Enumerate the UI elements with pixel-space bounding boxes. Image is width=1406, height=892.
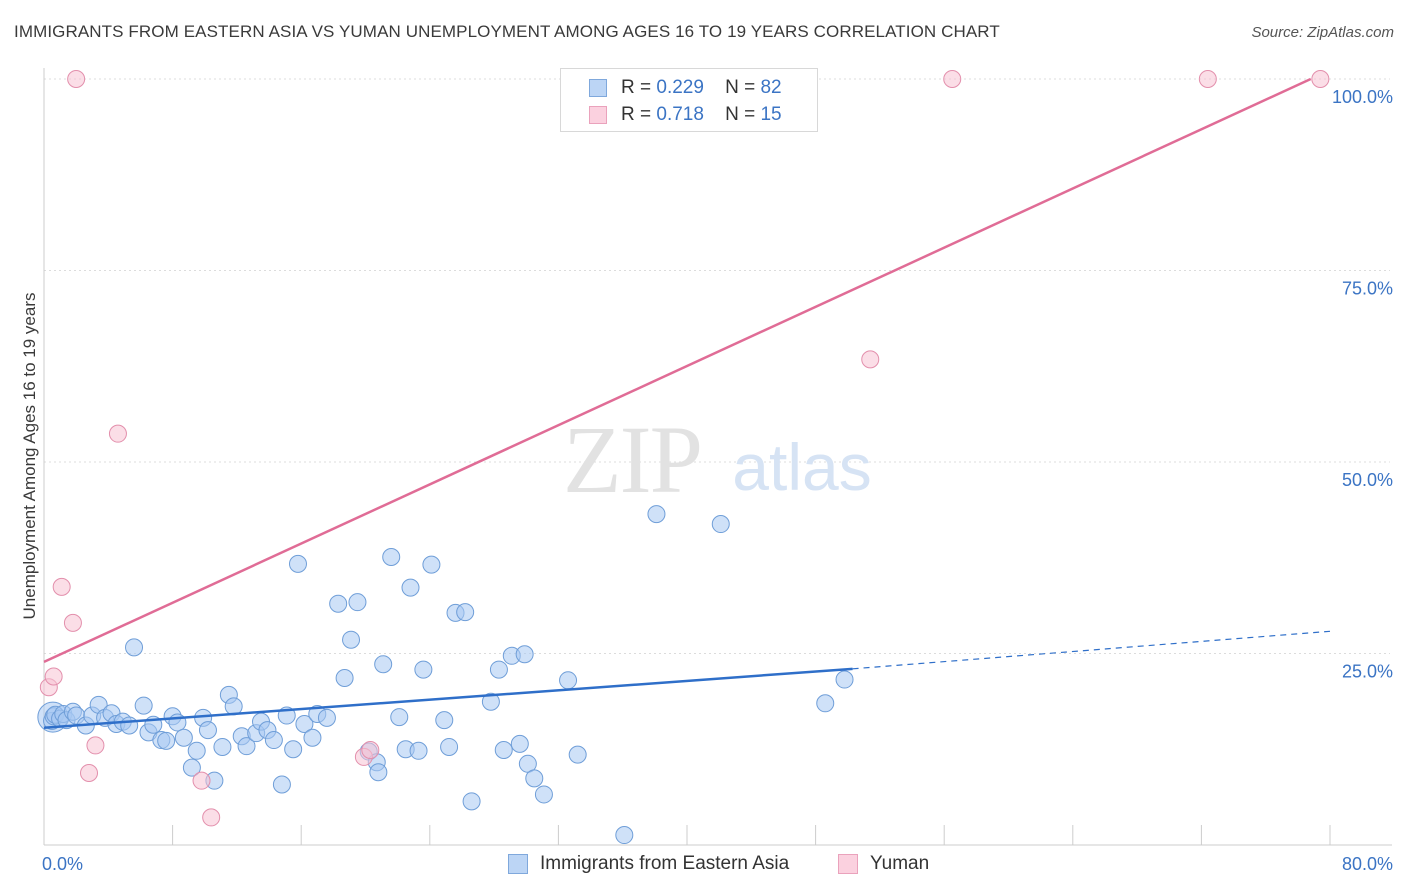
tick-label-layer: 25.0% 50.0% 75.0% 100.0% 0.0% 80.0% [42,87,1393,874]
point-eastern-asia-24 [174,728,193,747]
chart-title: IMMIGRANTS FROM EASTERN ASIA VS YUMAN UN… [14,22,1000,41]
point-yuman-7 [192,771,211,790]
series-name-yuman: Yuman [870,853,930,874]
y-axis-label: Unemployment Among Ages 16 to 19 years [20,292,39,620]
point-eastern-asia-38 [264,731,283,750]
point-eastern-asia-63 [440,737,459,756]
source-attribution: Source: ZipAtlas.com [1251,24,1394,41]
point-eastern-asia-61 [422,555,441,574]
legend-n-label: N = [725,77,756,98]
point-eastern-asia-65 [456,603,475,622]
point-yuman-14 [1311,70,1330,88]
point-eastern-asia-25 [182,758,201,777]
point-yuman-1 [44,667,63,686]
point-eastern-asia-66 [462,792,481,811]
y-tick-label-100: 100.0% [1332,87,1393,107]
series-swatch-yuman [838,854,858,874]
point-eastern-asia-15 [120,716,139,735]
point-eastern-asia-69 [494,741,513,760]
point-eastern-asia-76 [559,671,578,690]
point-eastern-asia-54 [374,655,393,674]
watermark-zip: ZIP [563,406,701,513]
point-eastern-asia-43 [295,714,314,733]
point-eastern-asia-80 [711,515,730,534]
point-eastern-asia-21 [157,731,176,750]
y-tick-label-25: 25.0% [1342,662,1393,682]
trendline-yuman [43,77,1312,664]
point-yuman-10 [361,741,380,760]
point-yuman-6 [108,424,127,443]
point-eastern-asia-58 [401,578,420,597]
trend-layer [43,77,1331,730]
x-tick-label-min: 0.0% [42,854,83,874]
trendline-eastern-asia [43,667,853,730]
point-eastern-asia-41 [284,740,303,759]
point-eastern-asia-16 [125,638,144,657]
point-eastern-asia-75 [534,785,553,804]
point-eastern-asia-49 [342,630,361,649]
legend-n-value: 82 [760,77,782,98]
point-eastern-asia-74 [525,769,544,788]
point-yuman-8 [202,808,221,827]
point-yuman-3 [63,613,82,632]
legend-n-label: N = [725,104,756,125]
series-name-eastern-asia: Immigrants from Eastern Asia [540,853,790,874]
x-tick-label-max: 80.0% [1342,854,1393,874]
legend-swatch-yuman [589,106,607,124]
series-swatch-eastern-asia [508,854,528,874]
point-eastern-asia-47 [329,594,348,613]
point-eastern-asia-55 [382,547,401,566]
point-eastern-asia-60 [414,660,433,679]
legend-r-label: R = [621,104,652,125]
point-eastern-asia-81 [816,694,835,713]
point-yuman-2 [52,577,71,596]
legend-n-value: 15 [760,104,782,125]
point-eastern-asia-39 [272,775,291,794]
point-yuman-15 [67,70,86,88]
point-yuman-11 [861,350,880,369]
point-yuman-4 [80,763,99,782]
point-eastern-asia-34 [237,737,256,756]
point-eastern-asia-28 [198,721,217,740]
point-eastern-asia-26 [187,741,206,760]
point-eastern-asia-78 [615,826,634,845]
points-layer [37,70,1330,845]
point-eastern-asia-30 [213,737,232,756]
legend-r-value: 0.229 [656,77,704,98]
point-yuman-12 [943,70,962,88]
point-eastern-asia-67 [481,692,500,711]
point-eastern-asia-53 [369,763,388,782]
point-eastern-asia-46 [317,708,336,727]
watermark-atlas: atlas [732,430,871,504]
point-eastern-asia-50 [348,593,367,612]
point-eastern-asia-44 [303,728,322,747]
point-yuman-13 [1198,70,1217,88]
legend-r-label: R = [621,77,652,98]
point-eastern-asia-62 [435,711,454,730]
point-yuman-5 [86,736,105,755]
watermark: ZIP atlas [563,406,872,513]
correlation-legend: R = 0.229 N = 82 R = 0.718 N = 15 [560,68,818,132]
legend-r-value: 0.718 [656,104,704,125]
point-eastern-asia-68 [489,660,508,679]
grid-layer [44,78,1390,654]
point-eastern-asia-48 [335,669,354,688]
point-eastern-asia-59 [409,741,428,760]
point-eastern-asia-42 [288,554,307,573]
point-eastern-asia-79 [647,505,666,524]
point-eastern-asia-56 [390,708,409,727]
trendline-eastern-asia-extension [852,630,1331,670]
point-eastern-asia-71 [510,734,529,753]
y-tick-label-50: 50.0% [1342,470,1393,490]
point-eastern-asia-82 [835,670,854,689]
point-eastern-asia-77 [568,745,587,764]
legend-swatch-eastern-asia [589,79,607,97]
point-eastern-asia-72 [515,645,534,664]
y-tick-label-75: 75.0% [1342,279,1393,299]
point-eastern-asia-17 [134,696,153,715]
